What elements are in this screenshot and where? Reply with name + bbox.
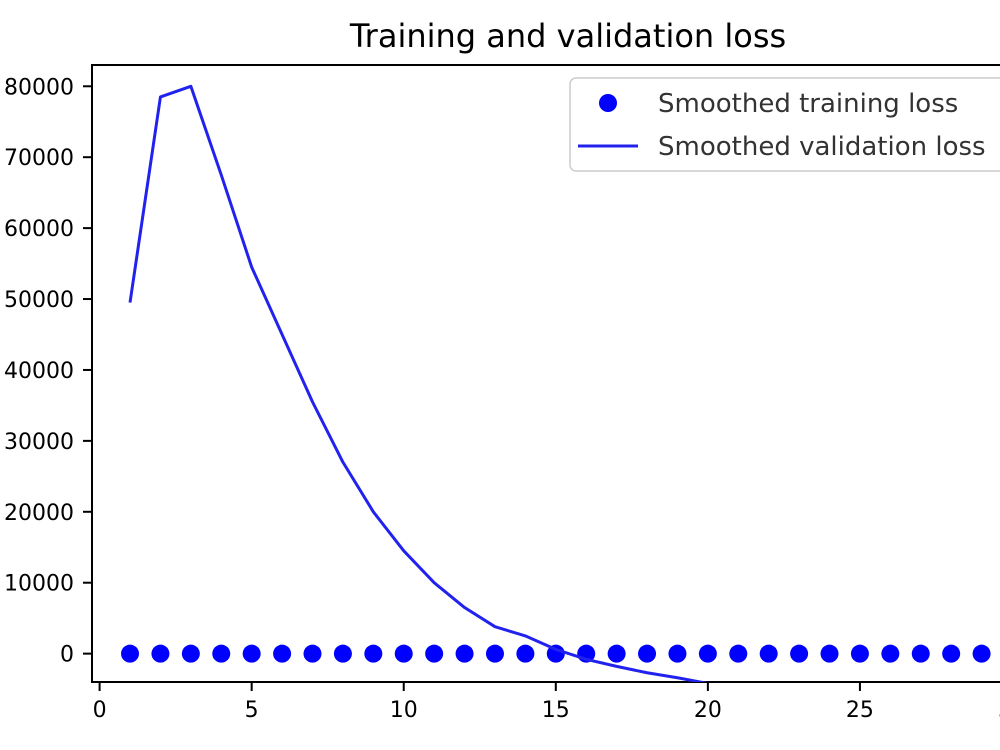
series-point-training: [151, 644, 170, 663]
series-point-training: [759, 644, 778, 663]
x-tick-label: 10: [390, 698, 418, 723]
x-tick-label: 30: [998, 698, 1000, 723]
series-point-training: [820, 644, 839, 663]
y-tick-label: 70000: [4, 146, 74, 171]
series-point-training: [516, 644, 535, 663]
legend-marker-training: [599, 94, 617, 112]
x-axis: 0 5 10 15 20 25 30: [93, 682, 1000, 723]
series-point-training: [607, 644, 626, 663]
series-point-training: [881, 644, 900, 663]
y-tick-label: 0: [60, 643, 74, 668]
series-point-training: [546, 644, 565, 663]
series-point-training: [972, 644, 991, 663]
x-tick-label: 25: [846, 698, 874, 723]
legend-box: [569, 77, 1000, 172]
series-point-training: [394, 644, 413, 663]
y-tick-label: 20000: [4, 501, 74, 526]
legend-label-training: Smoothed training loss: [658, 89, 958, 119]
series-line-validation: [128, 84, 709, 682]
series-point-training: [364, 644, 383, 663]
series-point-training: [242, 644, 261, 663]
x-tick-label: 15: [542, 698, 570, 723]
series-point-training: [698, 644, 717, 663]
y-tick-label: 40000: [4, 359, 74, 384]
series-point-training: [729, 644, 748, 663]
series-point-training: [638, 644, 657, 663]
series-point-training: [790, 644, 809, 663]
x-tick-label: 5: [245, 698, 259, 723]
series-point-training: [850, 644, 869, 663]
y-axis: 0 10000 20000 30000 40000 50000 60000 70000 8000…: [4, 75, 92, 668]
series-point-training: [303, 644, 322, 663]
series-point-training: [455, 644, 474, 663]
series-point-training: [485, 644, 504, 663]
x-tick-label: 0: [93, 698, 107, 723]
y-tick-label: 10000: [4, 572, 74, 597]
plot-frame: [91, 64, 1000, 683]
y-tick-label: 30000: [4, 430, 74, 455]
series-point-training: [273, 644, 292, 663]
series-point-training: [212, 644, 231, 663]
series-point-training: [121, 644, 140, 663]
series-point-training: [425, 644, 444, 663]
series-point-training: [911, 644, 930, 663]
y-tick-label: 80000: [4, 75, 74, 100]
y-tick-label: 60000: [4, 217, 74, 242]
series-point-training: [942, 644, 961, 663]
series-point-training: [668, 644, 687, 663]
series-point-training: [181, 644, 200, 663]
series-point-training: [333, 644, 352, 663]
legend: Smoothed training loss Smoothed validati…: [569, 77, 1000, 172]
chart-title: Training and validation loss: [349, 17, 786, 55]
series-layer: [121, 84, 991, 682]
legend-label-validation: Smoothed validation loss: [658, 132, 986, 162]
x-tick-label: 20: [694, 698, 722, 723]
y-tick-label: 50000: [4, 288, 74, 313]
